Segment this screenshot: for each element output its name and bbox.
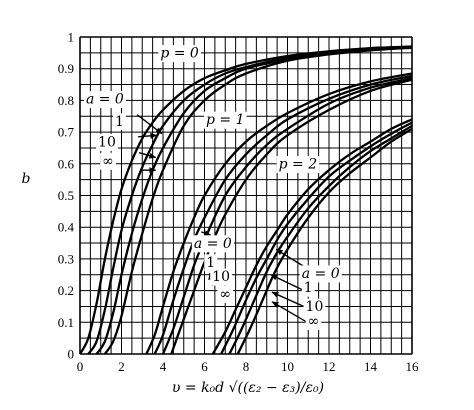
series-line: [236, 127, 413, 355]
annotation-background: [299, 265, 342, 283]
annotation-label: a = 0: [194, 236, 232, 252]
x-axis-label: υ = k₀d √((ε₂ − ε₃)/ε₀): [172, 380, 324, 396]
annotation-label: a = 0: [86, 92, 124, 108]
series-line: [145, 72, 413, 355]
y-tick-label: 0.7: [58, 125, 75, 140]
arrow-head: [155, 127, 162, 134]
series-line: [78, 45, 413, 355]
y-tick-label: 0.2: [58, 283, 74, 298]
y-tick-label: 0.6: [58, 156, 75, 171]
annotation-label: p = 0: [160, 46, 199, 62]
annotation-background: [83, 91, 126, 109]
x-tick-label: 2: [118, 359, 125, 374]
annotation-background: [210, 268, 233, 286]
annotation-label: a = 0: [302, 266, 340, 282]
series-line: [228, 124, 413, 355]
x-tick-label: 10: [281, 359, 294, 374]
series-line: [211, 118, 413, 355]
series-line: [103, 46, 413, 355]
x-tick-label: 6: [201, 359, 208, 374]
y-axis-label: b: [22, 171, 31, 187]
series-line: [153, 74, 413, 355]
series-line: [161, 77, 413, 355]
annotation-label: 10: [212, 269, 230, 285]
arrow-head: [271, 291, 279, 298]
annotation-label: 10: [98, 134, 116, 150]
annotation-background: [217, 286, 234, 304]
annotation-label: ∞: [308, 313, 320, 329]
arrow-head: [150, 132, 157, 139]
arrow-head: [270, 274, 278, 281]
x-tick-label: 12: [323, 359, 336, 374]
curves: [78, 45, 413, 355]
annotation-background: [204, 254, 218, 272]
annotation-label: ∞: [102, 153, 114, 169]
arrow-head: [149, 167, 156, 174]
annotation-background: [303, 298, 326, 316]
annotation-arrow: [271, 291, 308, 309]
arrow-head: [148, 152, 156, 159]
annotation-label: p = 2: [279, 157, 318, 173]
series-line: [95, 45, 413, 355]
series-line: [170, 78, 413, 355]
annotation-label: 1: [304, 280, 313, 296]
arrow-head: [203, 230, 211, 236]
y-tick-label: 1: [68, 30, 75, 45]
arrow-head: [271, 301, 279, 308]
annotation-label: p = 1: [206, 112, 245, 128]
y-tick-label: 0.9: [58, 61, 74, 76]
annotation-background: [158, 45, 201, 63]
tick-labels: 0 2 4 6 8 10 12 14 16 0 0.1 0.2 0.3 0.4 0.5 0.6 0.7 0.8 0.…: [58, 30, 419, 375]
annotation-background: [112, 113, 126, 131]
annotation-background: [204, 111, 247, 129]
y-tick-label: 0.3: [58, 251, 74, 266]
annotation-label: ∞: [219, 287, 231, 303]
annotation-background: [305, 312, 322, 330]
x-tick-label: 0: [77, 359, 84, 374]
annotation-background: [191, 235, 234, 253]
x-tick-label: 16: [406, 359, 420, 374]
arrow-head: [276, 249, 284, 256]
y-tick-label: 0.5: [58, 188, 74, 203]
annotation-label: 1: [115, 114, 124, 130]
y-tick-label: 0.8: [58, 93, 74, 108]
y-tick-label: 0.4: [58, 220, 75, 235]
annotation-background: [100, 152, 116, 170]
annotation-background: [276, 156, 320, 174]
annotation-background: [96, 133, 118, 151]
annotation-arrow: [271, 301, 308, 323]
x-tick-label: 14: [364, 359, 378, 374]
annotation-background: [301, 279, 315, 297]
series-line: [220, 121, 413, 355]
annotation-label: 1: [206, 255, 215, 271]
x-tick-label: 4: [160, 359, 167, 374]
y-tick-label: 0.1: [58, 315, 74, 330]
annotation-label: 10: [306, 299, 324, 315]
x-tick-label: 8: [243, 359, 250, 374]
series-line: [87, 45, 413, 355]
y-tick-label: 0: [68, 347, 75, 362]
